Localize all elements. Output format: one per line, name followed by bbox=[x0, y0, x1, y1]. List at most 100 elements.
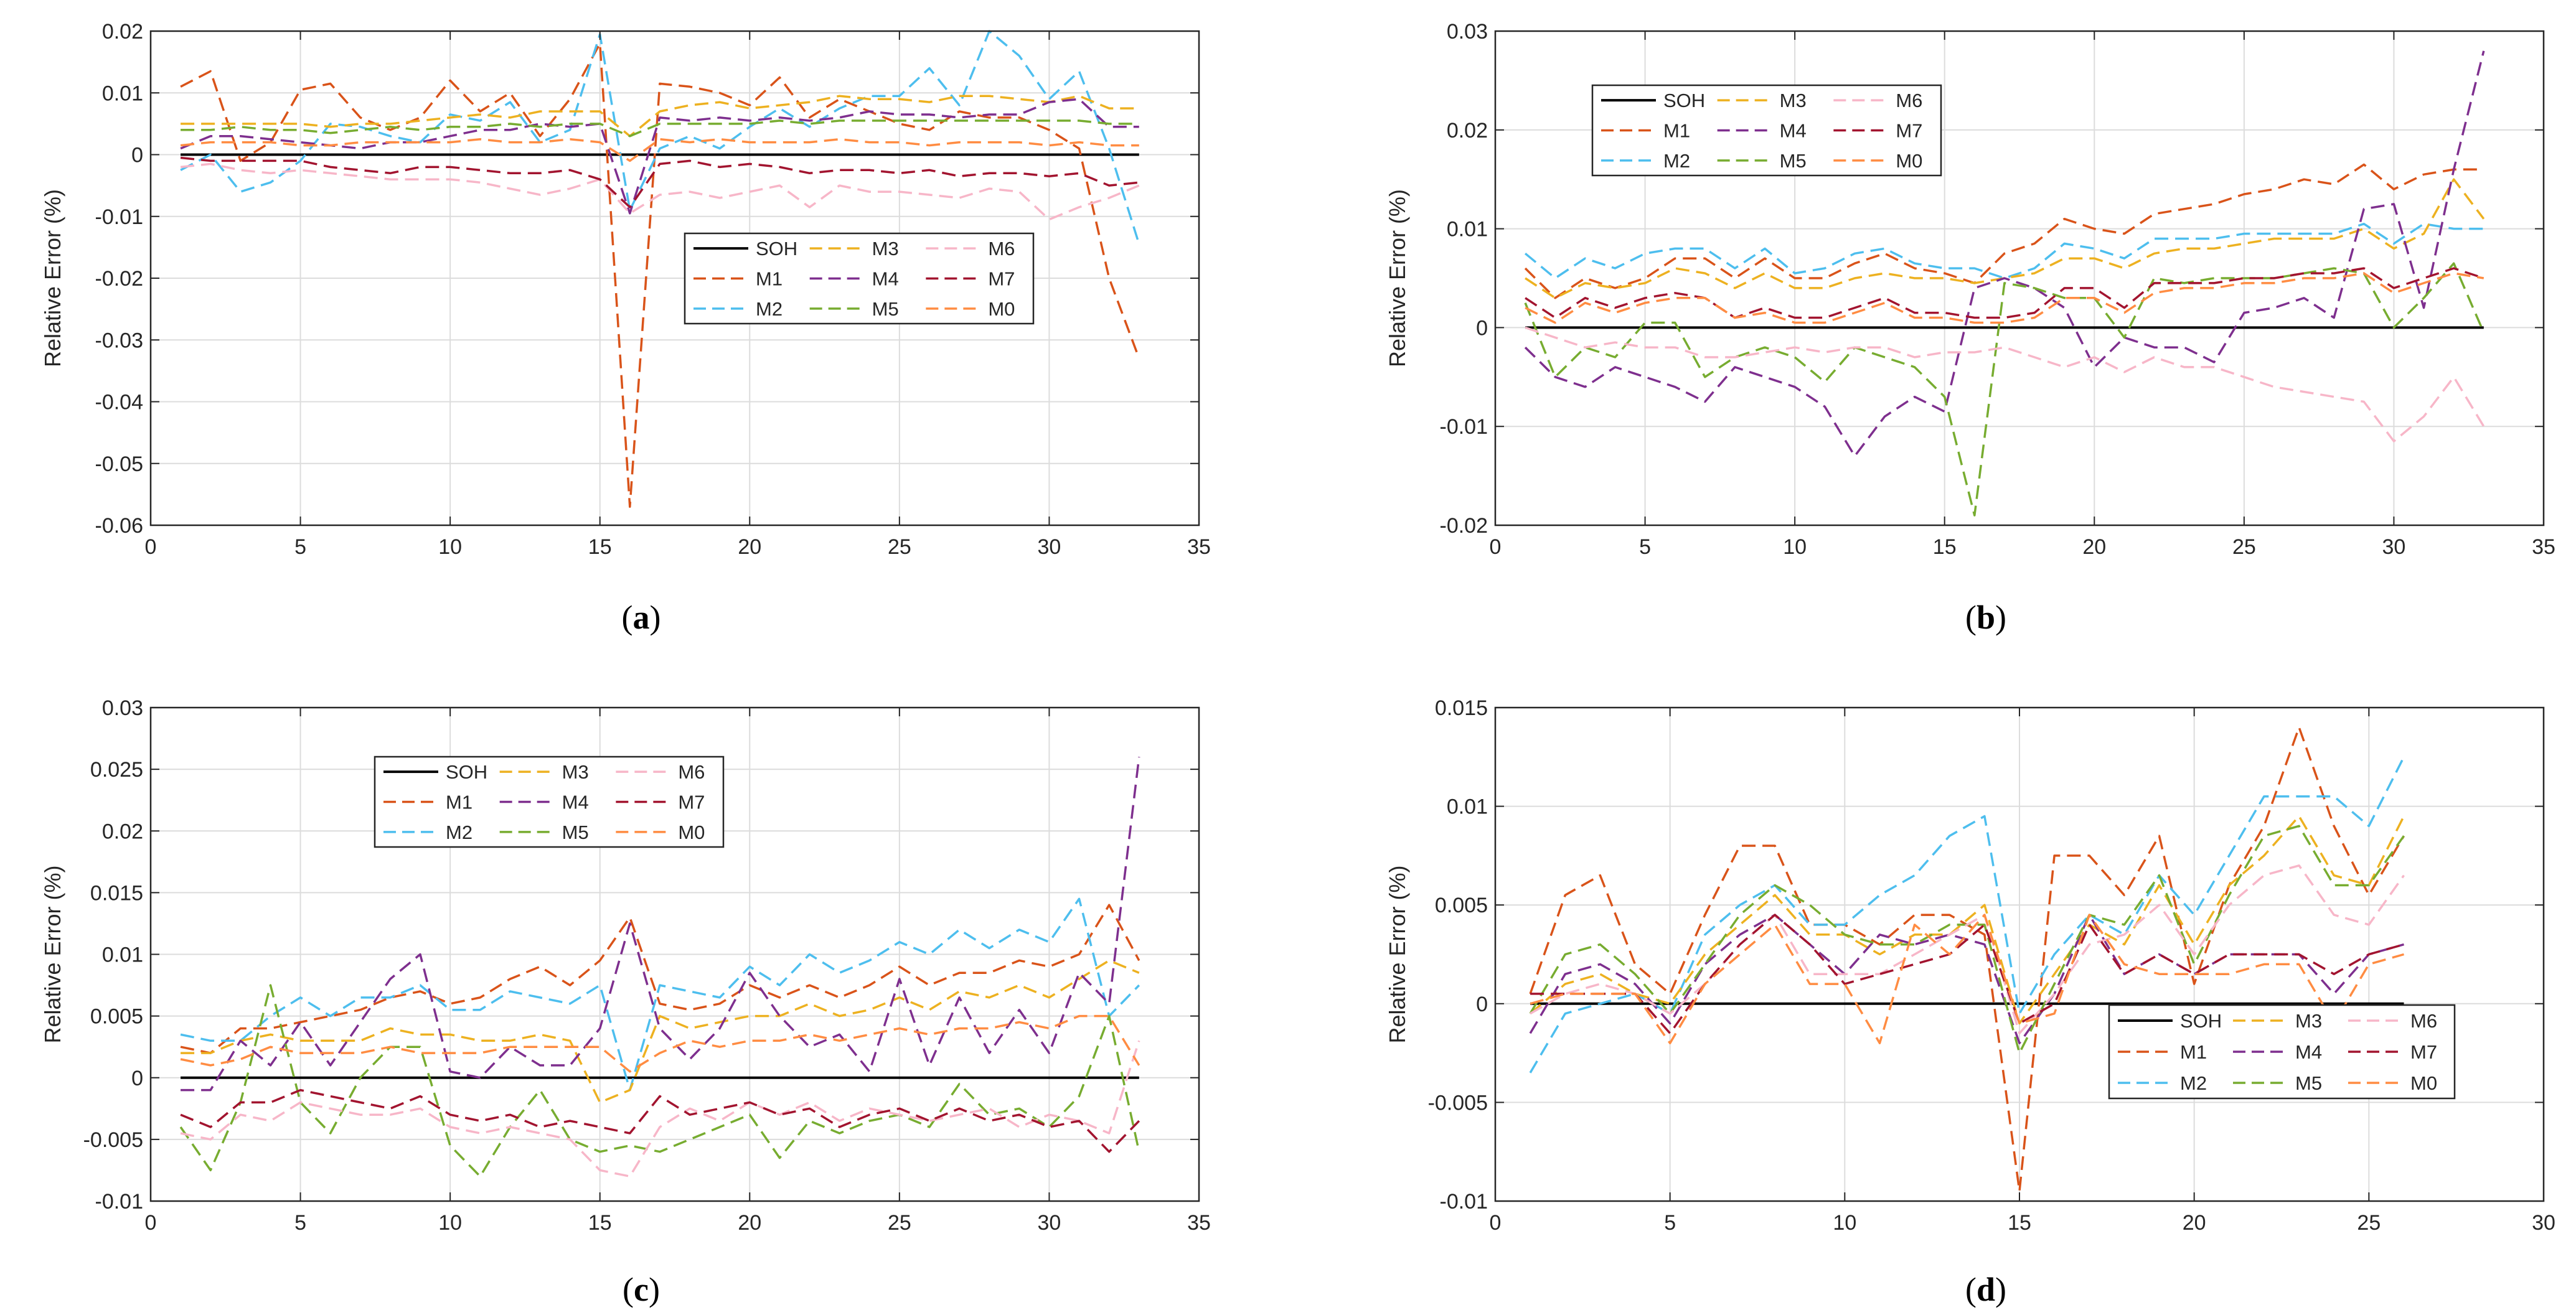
y-tick-label: -0.01 bbox=[1440, 1190, 1488, 1214]
y-tick-label: 0.02 bbox=[1447, 119, 1488, 143]
y-axis-label: Relative Error (%) bbox=[1384, 865, 1410, 1043]
legend-label-m1: M1 bbox=[446, 792, 472, 813]
series-line-m4 bbox=[181, 757, 1140, 1092]
x-tick-label: 15 bbox=[588, 1211, 612, 1235]
y-tick-label: 0.02 bbox=[102, 820, 143, 843]
x-tick-label: 35 bbox=[2532, 535, 2555, 559]
y-tick-label: 0.005 bbox=[1435, 894, 1488, 917]
legend-label-m2: M2 bbox=[446, 821, 472, 843]
series-line-m1 bbox=[180, 904, 1140, 1054]
legend-label-m7: M7 bbox=[678, 792, 705, 813]
x-tick-label: 10 bbox=[438, 535, 462, 559]
y-tick-label: -0.02 bbox=[95, 267, 144, 291]
y-axis-label: Relative Error (%) bbox=[40, 865, 65, 1043]
legend-label-m5: M5 bbox=[1780, 150, 1807, 172]
series-line-m2 bbox=[180, 897, 1140, 1092]
x-tick-label: 5 bbox=[294, 535, 306, 559]
x-tick-label: 25 bbox=[2232, 535, 2256, 559]
x-tick-label: 25 bbox=[2357, 1211, 2381, 1235]
legend-label-m1: M1 bbox=[756, 268, 783, 290]
x-tick-label: 0 bbox=[1490, 535, 1502, 559]
y-tick-label: 0.01 bbox=[1447, 795, 1488, 819]
legend-label-m3: M3 bbox=[1780, 90, 1807, 111]
chart-panel-d: 0 5 10 15 20 25 30 -0.01 -0.005 0 0.005 0.01 0.015 Re… bbox=[1384, 696, 2555, 1308]
series-line-m5 bbox=[181, 119, 1139, 138]
y-tick-label: -0.06 bbox=[95, 514, 144, 538]
x-tick-label: 30 bbox=[1038, 1211, 1061, 1235]
series-group bbox=[180, 30, 1140, 508]
series-line-m5 bbox=[1524, 262, 2485, 517]
legend-label-m5: M5 bbox=[562, 821, 589, 843]
series-line-m7 bbox=[180, 1088, 1140, 1153]
x-tick-label: 5 bbox=[294, 1211, 306, 1235]
y-tick-label: 0.005 bbox=[90, 1005, 143, 1029]
series-line-m5 bbox=[179, 984, 1140, 1178]
y-tick-label: -0.02 bbox=[1440, 514, 1488, 538]
y-tick-label: -0.03 bbox=[95, 329, 144, 352]
series-line-m1 bbox=[180, 42, 1140, 508]
x-tick-label: 10 bbox=[1783, 535, 1807, 559]
legend: SOH M1 M2 M3 M4 M5 M6 M7 M0 bbox=[684, 232, 1035, 325]
legend-label-m6: M6 bbox=[678, 761, 705, 783]
axes-box bbox=[1494, 30, 2545, 526]
legend-label-soh: SOH bbox=[1663, 90, 1705, 111]
legend-label-m6: M6 bbox=[988, 238, 1015, 260]
panel-caption: (c) bbox=[623, 1271, 660, 1308]
y-tick-label: 0 bbox=[131, 1067, 143, 1090]
y-tick-label: -0.01 bbox=[95, 1190, 144, 1214]
x-tick-label: 0 bbox=[145, 1211, 157, 1235]
y-tick-label: 0.015 bbox=[90, 881, 143, 905]
legend-label-m7: M7 bbox=[2410, 1041, 2437, 1063]
x-tick-label: 30 bbox=[2532, 1211, 2555, 1235]
y-tick-label: 0.03 bbox=[102, 696, 143, 720]
y-tick-label: 0.025 bbox=[90, 758, 143, 782]
series-group bbox=[179, 757, 1140, 1178]
x-tick-label: 0 bbox=[145, 535, 157, 559]
legend: SOH M1 M2 M3 M4 M5 M6 M7 M0 bbox=[374, 756, 725, 848]
y-tick-label: 0 bbox=[1476, 316, 1488, 340]
series-line-m2 bbox=[1524, 222, 2484, 279]
x-tick-label: 0 bbox=[1490, 1211, 1502, 1235]
y-tick-label: -0.04 bbox=[95, 391, 144, 414]
legend-label-m0: M0 bbox=[988, 298, 1015, 320]
x-tick-label: 10 bbox=[438, 1211, 462, 1235]
legend-label-m3: M3 bbox=[562, 761, 589, 783]
series-line-m7 bbox=[1530, 914, 2404, 1035]
x-tick-label: 5 bbox=[1664, 1211, 1676, 1235]
legend-label-m1: M1 bbox=[1663, 120, 1690, 142]
y-tick-label: 0.01 bbox=[1447, 218, 1488, 241]
legend-label-m4: M4 bbox=[2295, 1041, 2322, 1063]
series-group bbox=[1529, 726, 2405, 1192]
x-tick-label: 20 bbox=[738, 535, 761, 559]
x-tick-label: 30 bbox=[1038, 535, 1061, 559]
legend-label-m5: M5 bbox=[2295, 1072, 2322, 1094]
series-group bbox=[1524, 50, 2485, 517]
series-line-m2 bbox=[1529, 756, 2405, 1074]
legend-label-m3: M3 bbox=[2295, 1010, 2322, 1032]
series-line-m3 bbox=[181, 959, 1140, 1104]
legend-label-m0: M0 bbox=[1896, 150, 1922, 172]
x-tick-label: 25 bbox=[888, 535, 911, 559]
legend-label-m4: M4 bbox=[562, 792, 589, 813]
x-tick-label: 15 bbox=[588, 535, 612, 559]
y-tick-label: 0.01 bbox=[102, 943, 143, 967]
x-tick-label: 5 bbox=[1639, 535, 1651, 559]
y-tick-label: 0 bbox=[131, 144, 143, 167]
series-line-m1 bbox=[1524, 163, 2484, 299]
legend-label-m7: M7 bbox=[988, 268, 1015, 290]
x-tick-label: 30 bbox=[2382, 535, 2406, 559]
x-tick-label: 15 bbox=[2008, 1211, 2031, 1235]
legend-label-m6: M6 bbox=[2410, 1010, 2437, 1032]
y-tick-label: -0.01 bbox=[1440, 415, 1488, 439]
series-line-m7 bbox=[1525, 267, 2484, 319]
chart-panel-a: 0 5 10 15 20 25 30 35 -0.06 -0.05 -0.04 -0.03 -0.02 -… bbox=[40, 20, 1211, 636]
legend-label-m0: M0 bbox=[2410, 1072, 2437, 1094]
y-axis-label: Relative Error (%) bbox=[1384, 189, 1410, 367]
legend-label-m2: M2 bbox=[756, 298, 783, 320]
y-tick-label: 0.03 bbox=[1447, 20, 1488, 44]
series-line-m0 bbox=[1530, 914, 2404, 1044]
x-tick-label: 20 bbox=[2082, 535, 2106, 559]
legend-label-m0: M0 bbox=[678, 821, 705, 843]
series-line-m3 bbox=[181, 95, 1139, 138]
panel-caption: (a) bbox=[622, 599, 661, 636]
